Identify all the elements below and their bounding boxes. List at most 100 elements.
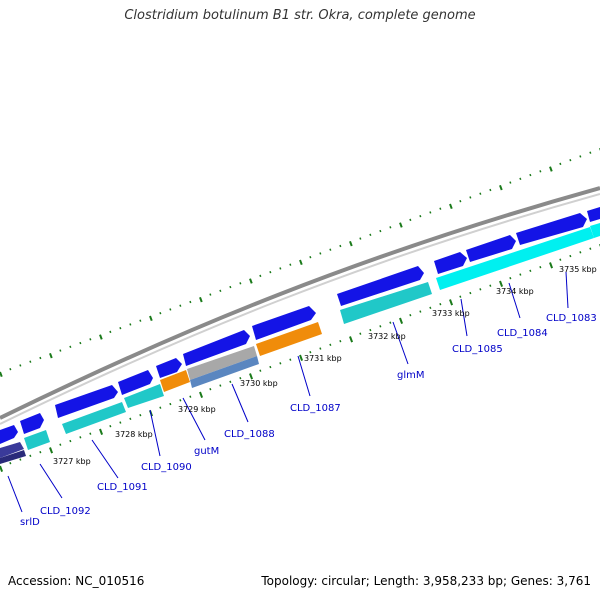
- scale-tick: [259, 369, 262, 372]
- scale-label: 3734 kbp: [496, 287, 534, 296]
- scale-tick: [159, 312, 162, 315]
- gene-label-cld-1091[interactable]: CLD_1091: [97, 482, 148, 493]
- scale-tick: [59, 349, 62, 352]
- scale-tick: [69, 345, 72, 349]
- scale-label: 3733 kbp: [432, 309, 470, 318]
- gene-label-cld-1092[interactable]: CLD_1092: [40, 506, 91, 517]
- scale-tick: [169, 308, 172, 311]
- scale-tick: [139, 319, 142, 322]
- gene-label-glmm[interactable]: glmM: [397, 370, 425, 381]
- scale-tick: [109, 425, 112, 428]
- scale-labels: 3727 kbp 3728 kbp 3729 kbp 3730 kbp 3731…: [53, 265, 597, 466]
- scale-tick: [419, 310, 422, 313]
- gene-arrow-reverse[interactable]: [62, 402, 126, 434]
- genome-summary-text: Topology: circular; Length: 3,958,233 bp…: [261, 574, 591, 588]
- gene-label-cld-1085[interactable]: CLD_1085: [452, 344, 503, 355]
- scale-tick: [429, 211, 432, 214]
- scale-tick: [369, 233, 372, 237]
- gene-label-cld-1087[interactable]: CLD_1087: [290, 403, 341, 414]
- gene-arrow-reverse[interactable]: [160, 370, 190, 392]
- gene-label-cld-1090[interactable]: CLD_1090: [141, 462, 192, 473]
- reverse-strand-genes: [0, 223, 600, 464]
- gene-arrow-forward[interactable]: [156, 358, 182, 378]
- scale-tick: [319, 347, 322, 350]
- scale-tick: [29, 454, 32, 458]
- scale-tick: [69, 439, 72, 443]
- scale-tick: [219, 289, 222, 293]
- scale-tick: [529, 269, 532, 273]
- scale-tick: [29, 360, 32, 363]
- scale-tick: [509, 277, 512, 280]
- scale-tick: [379, 229, 382, 233]
- gene-arrow-reverse[interactable]: [187, 346, 257, 380]
- scale-tick: [249, 278, 253, 284]
- scale-tick: [309, 256, 312, 259]
- scale-tick: [519, 177, 522, 181]
- scale-tick: [309, 351, 312, 354]
- scale-tick: [469, 291, 472, 295]
- scale-tick: [149, 315, 153, 322]
- gene-label-gutm[interactable]: gutM: [194, 446, 219, 457]
- scale-tick: [199, 296, 203, 303]
- scale-tick: [589, 151, 592, 154]
- gene-label-cld-1084[interactable]: CLD_1084: [497, 328, 548, 339]
- scale-tick: [269, 270, 272, 274]
- scale-tick: [509, 181, 512, 184]
- scale-tick: [589, 247, 592, 250]
- scale-tick: [239, 376, 242, 380]
- scale-tick: [129, 417, 132, 421]
- gene-arrow-forward[interactable]: [587, 207, 600, 222]
- gene-arrow-forward[interactable]: [252, 306, 316, 340]
- scale-tick: [519, 273, 522, 276]
- scale-tick: [89, 432, 92, 435]
- scale-tick: [9, 462, 12, 465]
- scale-tick: [399, 317, 404, 324]
- gene-arrow-forward[interactable]: [55, 385, 118, 418]
- scale-tick: [209, 293, 212, 296]
- scale-tick: [269, 365, 272, 369]
- scale-tick: [489, 284, 492, 287]
- gene-arrow-reverse[interactable]: [0, 442, 24, 458]
- scale-tick: [489, 188, 492, 192]
- scale-tick: [159, 406, 162, 409]
- scale-tick: [59, 443, 62, 446]
- scale-tick: [449, 299, 454, 306]
- scale-tick: [409, 314, 412, 317]
- scale-tick: [229, 285, 232, 289]
- scale-label: 3730 kbp: [240, 379, 278, 388]
- scale-tick: [439, 207, 442, 210]
- scale-tick: [469, 196, 472, 199]
- label-leaders: [7, 271, 569, 513]
- scale-tick: [219, 384, 222, 387]
- forward-strand-genes: [0, 207, 600, 444]
- gene-arrow-forward[interactable]: [466, 235, 516, 262]
- gene-arrow-forward[interactable]: [434, 252, 467, 274]
- gene-arrow-forward[interactable]: [183, 330, 250, 366]
- gene-arrow-reverse[interactable]: [0, 450, 26, 464]
- scale-tick: [209, 388, 212, 391]
- gene-label-cld-1083[interactable]: CLD_1083: [546, 313, 597, 324]
- gene-arrow-reverse[interactable]: [256, 322, 322, 356]
- accession-text: Accession: NC_010516: [8, 574, 145, 588]
- gene-arrow-reverse[interactable]: [340, 282, 432, 324]
- gene-arrow-forward[interactable]: [118, 370, 153, 395]
- scale-tick: [559, 258, 562, 261]
- gene-arrow-forward[interactable]: [0, 425, 18, 444]
- scale-tick: [339, 339, 342, 343]
- gene-arrow-reverse[interactable]: [190, 356, 259, 388]
- scale-tick: [129, 323, 132, 326]
- gene-arrow-reverse[interactable]: [124, 384, 164, 408]
- gene-arrow-reverse[interactable]: [24, 430, 50, 450]
- gene-arrow-reverse[interactable]: [436, 227, 594, 290]
- scale-tick: [299, 354, 304, 361]
- scale-tick: [359, 237, 362, 240]
- gene-label-srld[interactable]: srlD: [20, 517, 40, 528]
- gene-label-cld-1088[interactable]: CLD_1088: [224, 429, 275, 440]
- scale-tick: [529, 173, 532, 177]
- scale-tick: [549, 262, 554, 269]
- gene-arrow-forward[interactable]: [516, 213, 587, 245]
- scale-label: 3731 kbp: [304, 354, 342, 363]
- gene-arrow-forward[interactable]: [337, 266, 424, 306]
- gene-arrow-forward[interactable]: [20, 413, 44, 434]
- gene-arrow-reverse[interactable]: [590, 223, 600, 238]
